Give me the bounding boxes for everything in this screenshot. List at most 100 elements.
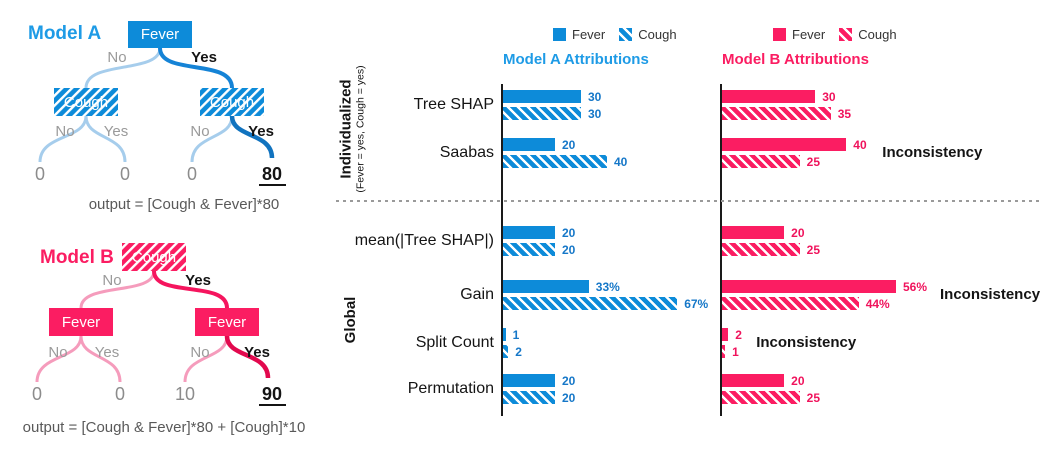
bar-fever-model-b (722, 90, 816, 103)
branch-yes-label: Yes (95, 344, 119, 361)
branch-yes-label: Yes (104, 123, 128, 140)
bar-value-label: 2 (735, 328, 742, 342)
bar-fever-model-b (722, 374, 785, 387)
branch-no-label: No (190, 344, 209, 361)
branch-no-curve (84, 47, 162, 89)
fever-legend-swatch (773, 28, 786, 41)
bar-value-label: 25 (806, 155, 821, 169)
bar-cough-model-b (722, 243, 800, 256)
cough-legend-label: Cough (858, 27, 897, 42)
bar-cough-model-b (722, 345, 726, 358)
bar-fever-model-a (503, 90, 581, 103)
branch-yes-label: Yes (191, 49, 217, 66)
cough-legend-swatch (839, 28, 853, 41)
bar-value-label: 2 (515, 345, 522, 359)
bar-cough-model-a (503, 107, 581, 120)
branch-no-label: No (107, 49, 126, 66)
branch-no-label: No (102, 272, 121, 289)
branch-yes-curve (152, 270, 229, 309)
branch-no-curve (183, 335, 229, 383)
row-label: Permutation (407, 380, 494, 397)
section-label-individualized-subtitle: (Fever = yes, Cough = yes) (354, 65, 367, 193)
branch-yes-curve (79, 335, 122, 383)
bar-value-label: 20 (562, 138, 576, 152)
row-label: Saabas (439, 144, 494, 161)
bar-cough-model-a (503, 391, 555, 404)
branch-yes-label: Yes (185, 272, 211, 289)
bar-value-label: 20 (562, 391, 576, 405)
fever-right-node-label: Fever (208, 314, 246, 331)
cough-root-node (122, 243, 186, 271)
leaf-value-highlight: 80 (262, 164, 282, 184)
bar-value-label: 20 (562, 374, 576, 388)
bar-fever-model-b (722, 226, 785, 239)
leaf-value-highlight: 90 (262, 384, 282, 404)
model-a-legend: Fever Cough (553, 27, 691, 42)
bar-value-label: 30 (588, 90, 602, 104)
bar-cough-model-b (722, 107, 831, 120)
bar-value-label: 20 (562, 226, 576, 240)
model-a-chart-title: Model A Attributions (503, 51, 649, 68)
bar-value-label: 30 (588, 107, 602, 121)
branch-no-curve (35, 335, 83, 383)
branch-no-curve (190, 115, 234, 163)
bar-fever-model-a (503, 374, 555, 387)
branch-yes-curve (229, 115, 275, 159)
bar-fever-model-b (722, 138, 847, 151)
bar-fever-model-b (722, 328, 729, 341)
model-b-label: Model B (40, 247, 114, 268)
bar-value-label: 1 (732, 345, 739, 359)
branch-yes-label: Yes (244, 344, 270, 361)
bar-value-label: 35 (837, 107, 852, 121)
branch-no-label: No (190, 123, 209, 140)
bar-value-label: 44% (865, 297, 890, 311)
leaf-value: 0 (120, 164, 130, 184)
cough-legend-label: Cough (638, 27, 677, 42)
leaf-value: 0 (32, 384, 42, 404)
bar-value-label: 25 (806, 243, 821, 257)
fever-root-node (128, 21, 192, 48)
leaf-value: 0 (35, 164, 45, 184)
branch-no-curve (79, 270, 156, 309)
bar-value-label: 20 (791, 374, 805, 388)
bar-value-label: 33% (595, 280, 620, 294)
row-label: Tree SHAP (413, 96, 494, 113)
bar-fever-model-a (503, 226, 555, 239)
branch-yes-curve (158, 47, 234, 89)
model-a-axis-line (501, 84, 503, 416)
bar-cough-model-b (722, 155, 800, 168)
branch-no-curve (38, 115, 88, 163)
bar-value-label: 56% (903, 280, 928, 294)
branch-yes-curve (224, 335, 271, 379)
cough-right-node-label: Cough (210, 94, 254, 111)
model-a-tree-diagram: Model A Fever No Yes Cough Cough No Yes … (28, 21, 286, 213)
bar-value-label: 25 (806, 391, 821, 405)
fever-root-node-label: Fever (141, 26, 179, 43)
model-b-axis-line (720, 84, 722, 416)
bar-value-label: 40 (614, 155, 628, 169)
fever-legend-swatch (553, 28, 566, 41)
bar-cough-model-a (503, 243, 555, 256)
branch-yes-curve (84, 115, 127, 163)
bar-cough-model-b (722, 297, 859, 310)
bar-value-label: 40 (853, 138, 867, 152)
inconsistency-label: Inconsistency (882, 144, 983, 161)
bar-value-label: 30 (822, 90, 836, 104)
bar-fever-model-a (503, 328, 506, 341)
section-separator-dashed-line (336, 200, 1043, 202)
model-b-output-formula: output = [Cough & Fever]*80 + [Cough]*10 (23, 419, 306, 436)
model-b-chart-title: Model B Attributions (722, 51, 869, 68)
cough-root-node-label: Cough (132, 249, 176, 266)
inconsistency-label: Inconsistency (940, 286, 1041, 303)
model-a-label: Model A (28, 23, 101, 44)
branch-yes-label: Yes (248, 123, 274, 140)
model-b-tree-diagram: Model B Cough No Yes Fever Fever No Yes … (23, 243, 306, 436)
row-label: Split Count (415, 334, 494, 351)
branch-no-label: No (55, 123, 74, 140)
bar-value-label: 20 (791, 226, 805, 240)
bar-value-label: 20 (562, 243, 576, 257)
bar-cough-model-b (722, 391, 800, 404)
bar-cough-model-a (503, 297, 678, 310)
fever-legend-label: Fever (572, 27, 606, 42)
